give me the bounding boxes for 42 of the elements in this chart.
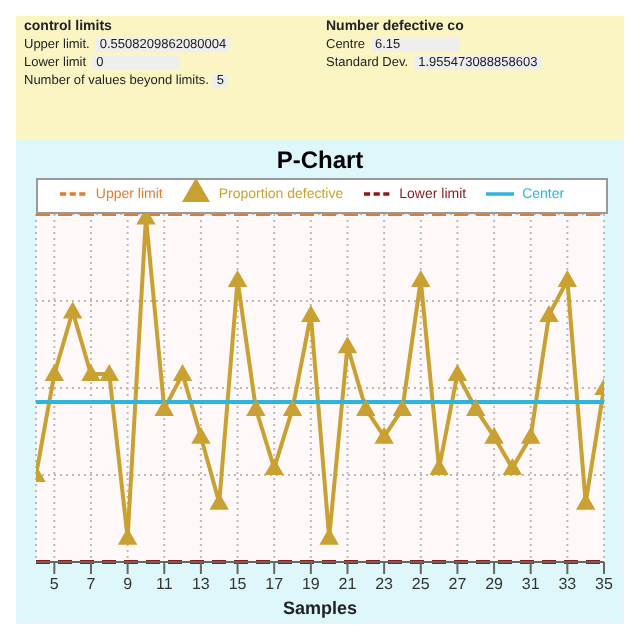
point xyxy=(356,399,375,416)
point xyxy=(173,365,192,382)
point xyxy=(338,337,357,354)
point xyxy=(503,459,522,476)
point xyxy=(393,399,412,416)
point xyxy=(45,365,64,382)
point xyxy=(466,399,485,416)
point xyxy=(540,305,559,322)
point xyxy=(375,427,394,444)
x-tick-label: 31 xyxy=(521,575,541,594)
x-tick-label: 7 xyxy=(86,575,97,594)
x-tick-label: 9 xyxy=(123,575,134,594)
x-tick-label: 25 xyxy=(411,575,431,594)
point xyxy=(558,271,577,288)
point xyxy=(81,365,100,382)
point xyxy=(448,365,467,382)
x-tick-label: 35 xyxy=(595,575,614,594)
x-tick-label: 29 xyxy=(485,575,505,594)
point xyxy=(485,427,504,444)
point xyxy=(301,305,320,322)
point xyxy=(283,399,302,416)
x-tick-label: 27 xyxy=(448,575,468,594)
x-tick-label: 5 xyxy=(49,575,60,594)
x-tick-label: 33 xyxy=(558,575,578,594)
point xyxy=(228,271,247,288)
point xyxy=(265,459,284,476)
point xyxy=(100,365,119,382)
x-tick-label: 21 xyxy=(338,575,358,594)
point xyxy=(155,399,174,416)
x-tick-label: 15 xyxy=(228,575,248,594)
point xyxy=(63,302,82,319)
x-tick-label: 13 xyxy=(192,575,211,594)
x-axis-title: Samples xyxy=(282,598,358,618)
x-tick-label: 17 xyxy=(265,575,285,594)
x-tick-label: 23 xyxy=(375,575,395,594)
point xyxy=(411,271,430,288)
point xyxy=(246,399,265,416)
x-tick-label: 19 xyxy=(301,575,321,594)
chart-title: P-Chart xyxy=(274,146,366,174)
x-tick-label: 11 xyxy=(155,575,174,594)
point xyxy=(521,427,540,444)
point xyxy=(191,427,210,444)
